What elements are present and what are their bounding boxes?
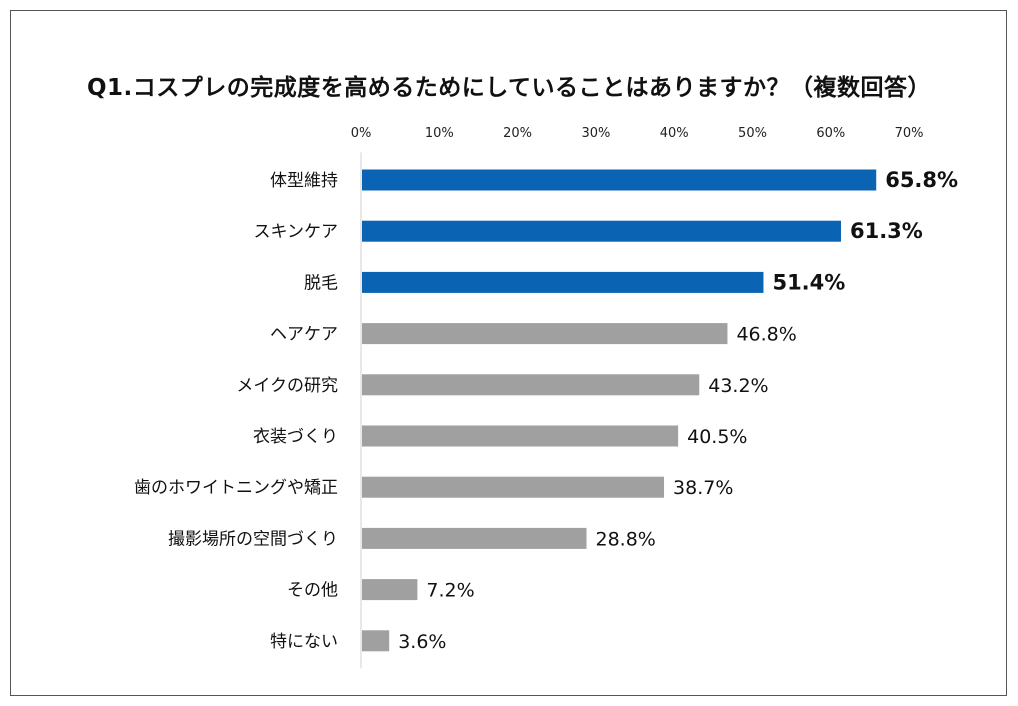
category-label: 衣装づくり xyxy=(253,427,338,447)
bar xyxy=(362,220,841,242)
value-label: 65.8% xyxy=(885,168,958,192)
x-tick-label: 0% xyxy=(351,126,372,141)
value-label: 43.2% xyxy=(708,375,768,397)
bar xyxy=(362,630,390,652)
bar xyxy=(362,476,665,498)
x-tick-label: 30% xyxy=(581,126,610,141)
bar xyxy=(362,271,764,293)
category-label: 歯のホワイトニングや矯正 xyxy=(134,478,338,498)
category-label: 脱毛 xyxy=(304,273,338,293)
x-tick-label: 10% xyxy=(425,126,454,141)
value-label: 40.5% xyxy=(687,426,747,448)
value-label: 51.4% xyxy=(772,270,845,294)
x-tick-label: 60% xyxy=(816,126,845,141)
category-label: スキンケア xyxy=(254,222,339,242)
chart-title: Q1.コスプレの完成度を高めるためにしていることはありますか？（複数回答） xyxy=(86,75,932,101)
category-label: 撮影場所の空間づくり xyxy=(168,529,338,549)
x-tick-label: 40% xyxy=(660,126,689,141)
x-tick-label: 20% xyxy=(503,126,532,141)
category-label: その他 xyxy=(287,581,338,601)
chart-frame xyxy=(10,10,1007,696)
category-label: 体型維持 xyxy=(270,171,338,191)
value-label: 3.6% xyxy=(398,631,446,653)
value-label: 28.8% xyxy=(596,528,656,550)
bar xyxy=(362,374,700,396)
value-label: 38.7% xyxy=(673,477,733,499)
x-tick-label: 50% xyxy=(738,126,767,141)
bar xyxy=(362,527,587,549)
category-label: メイクの研究 xyxy=(236,376,338,396)
value-label: 61.3% xyxy=(850,219,923,243)
value-label: 7.2% xyxy=(426,580,474,602)
bar xyxy=(362,169,877,191)
bar xyxy=(362,323,728,345)
value-label: 46.8% xyxy=(736,324,796,346)
category-label: 特にない xyxy=(270,632,338,652)
bar xyxy=(362,579,418,601)
x-tick-label: 70% xyxy=(895,126,924,141)
category-label: ヘアケア xyxy=(270,325,338,345)
bar xyxy=(362,425,679,447)
